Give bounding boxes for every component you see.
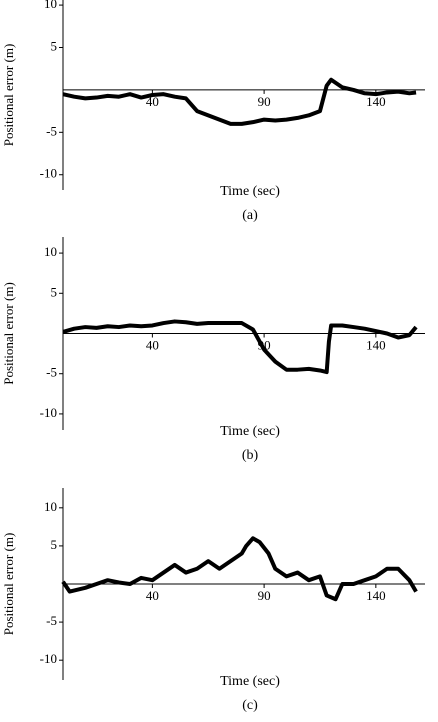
x-tick-label: 90 [258, 94, 271, 109]
y-axis-label: Positional error (m) [1, 282, 16, 385]
x-tick-label: 140 [366, 588, 386, 603]
y-tick-label: -10 [40, 651, 57, 666]
x-tick-label: 40 [146, 337, 159, 352]
data-line [62, 319, 418, 375]
y-tick-label: -10 [40, 405, 57, 420]
y-tick-label: 10 [44, 244, 57, 259]
x-axis-label: Time (sec) [220, 424, 280, 439]
caption: (a) [242, 208, 258, 223]
y-tick-label: 10 [44, 499, 57, 514]
x-tick-label: 140 [366, 337, 386, 352]
y-tick-label: 5 [51, 284, 58, 299]
y-axis-label: Positional error (m) [1, 533, 16, 636]
y-tick-label: -10 [40, 166, 57, 181]
caption: (c) [242, 698, 258, 713]
y-tick-label: 10 [44, 0, 57, 11]
x-tick-label: 140 [366, 94, 386, 109]
x-tick-label: 90 [258, 588, 271, 603]
x-axis-label: Time (sec) [220, 674, 280, 689]
y-tick-label: 5 [51, 537, 58, 552]
data-line [62, 77, 417, 126]
y-tick-label: -5 [46, 365, 57, 380]
x-axis-label: Time (sec) [220, 184, 280, 199]
y-tick-label: -5 [46, 613, 57, 628]
caption: (b) [242, 448, 259, 463]
y-axis-label: Positional error (m) [1, 44, 16, 147]
y-tick-label: 5 [51, 38, 58, 53]
x-tick-label: 40 [146, 588, 159, 603]
y-tick-label: -5 [46, 123, 57, 138]
data-line [61, 536, 418, 602]
